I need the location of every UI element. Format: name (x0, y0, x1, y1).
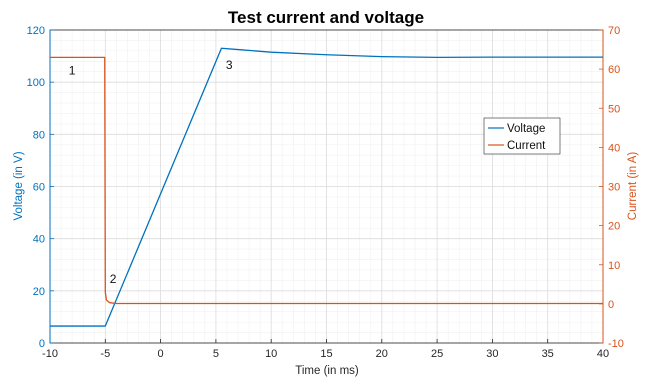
y-right-tick-label: 50 (608, 103, 620, 115)
x-tick-label: 20 (376, 348, 388, 360)
y-axis-left-label: Voltage (in V) (13, 151, 25, 220)
x-tick-label: -10 (42, 348, 58, 360)
x-tick-label: 0 (158, 348, 164, 360)
y-right-tick-label: -10 (608, 338, 624, 350)
y-right-tick-label: 40 (608, 142, 620, 154)
x-tick-label: 25 (431, 348, 443, 360)
x-tick-label: 35 (542, 348, 554, 360)
legend-label-voltage: Voltage (507, 123, 545, 135)
legend-label-current: Current (507, 140, 546, 152)
x-tick-label: 10 (265, 348, 277, 360)
grid (49, 29, 604, 344)
y-right-tick-label: 10 (608, 260, 620, 272)
annotation-1: 1 (69, 63, 76, 77)
x-axis-label: Time (in ms) (295, 365, 359, 377)
y-left-tick-label: 80 (33, 129, 45, 141)
chart-title: Test current and voltage (228, 8, 424, 27)
y-axis-right-label: Current (in A) (627, 152, 639, 221)
series-line-current (50, 56, 603, 305)
y-right-tick-label: 70 (608, 25, 620, 37)
series-layer (50, 47, 603, 327)
y-right-tick-label: 20 (608, 221, 620, 233)
axis-ticks: -10 -5 0 5 10 15 20 25 30 35 40020406080100120-100… (27, 25, 624, 360)
x-tick-label: 40 (597, 348, 609, 360)
x-tick-label: -5 (100, 348, 110, 360)
y-left-tick-label: 0 (39, 338, 45, 350)
series-line-voltage (50, 47, 603, 327)
x-tick-label: 5 (213, 348, 219, 360)
legend-box (483, 117, 561, 155)
y-right-tick-label: 0 (608, 299, 614, 311)
x-tick-label: 15 (320, 348, 332, 360)
y-left-tick-label: 60 (33, 182, 45, 194)
annotation-3: 3 (226, 58, 233, 72)
y-left-tick-label: 100 (27, 77, 45, 89)
annotation-2: 2 (110, 272, 117, 286)
y-left-tick-label: 20 (33, 286, 45, 298)
x-tick-label: 30 (486, 348, 498, 360)
y-right-tick-label: 30 (608, 182, 620, 194)
legend: Voltage Current (483, 117, 561, 155)
y-left-tick-label: 40 (33, 234, 45, 246)
y-right-tick-label: 60 (608, 64, 620, 76)
y-left-tick-label: 120 (27, 25, 45, 37)
annotations: 1 2 3 (69, 58, 233, 286)
